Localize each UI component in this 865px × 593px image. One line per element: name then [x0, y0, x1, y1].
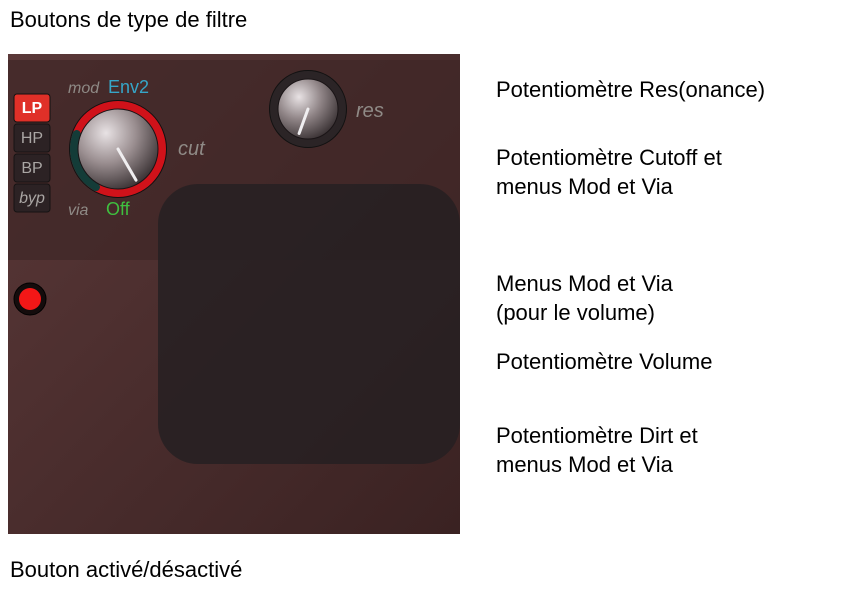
callout-dirt: Potentiomètre Dirt et menus Mod et Via [496, 422, 698, 479]
callout-cutoff: Potentiomètre Cutoff et menus Mod et Via [496, 144, 722, 201]
callout-mod-via-vol: Menus Mod et Via (pour le volume) [496, 270, 673, 327]
svg-text:HP: HP [21, 130, 43, 147]
svg-text:LP: LP [22, 100, 43, 117]
filter-type-button-byp[interactable]: byp [14, 184, 50, 212]
resonance-knob[interactable] [270, 71, 346, 147]
filter-type-button-lp[interactable]: LP [14, 94, 50, 122]
callout-on-off: Bouton activé/désactivé [10, 556, 242, 585]
noise-power-button[interactable] [14, 283, 46, 315]
resonance-label: res [356, 100, 384, 122]
filter-type-button-bp[interactable]: BP [14, 154, 50, 182]
filter-type-button-hp[interactable]: HP [14, 124, 50, 152]
svg-text:BP: BP [21, 160, 42, 177]
callout-volume: Potentiomètre Volume [496, 348, 712, 377]
cutoff-label: cut [178, 138, 206, 160]
cutoff-mod-label[interactable]: mod [68, 80, 100, 97]
svg-text:byp: byp [19, 190, 45, 207]
callout-resonance: Potentiomètre Res(onance) [496, 76, 765, 105]
cutoff-knob[interactable] [70, 101, 166, 197]
cutoff-via-value[interactable]: Off [106, 199, 131, 219]
cutoff-via-label[interactable]: via [68, 202, 89, 219]
callout-filter-buttons: Boutons de type de filtre [10, 6, 247, 35]
cutoff-mod-value[interactable]: Env2 [108, 77, 149, 97]
